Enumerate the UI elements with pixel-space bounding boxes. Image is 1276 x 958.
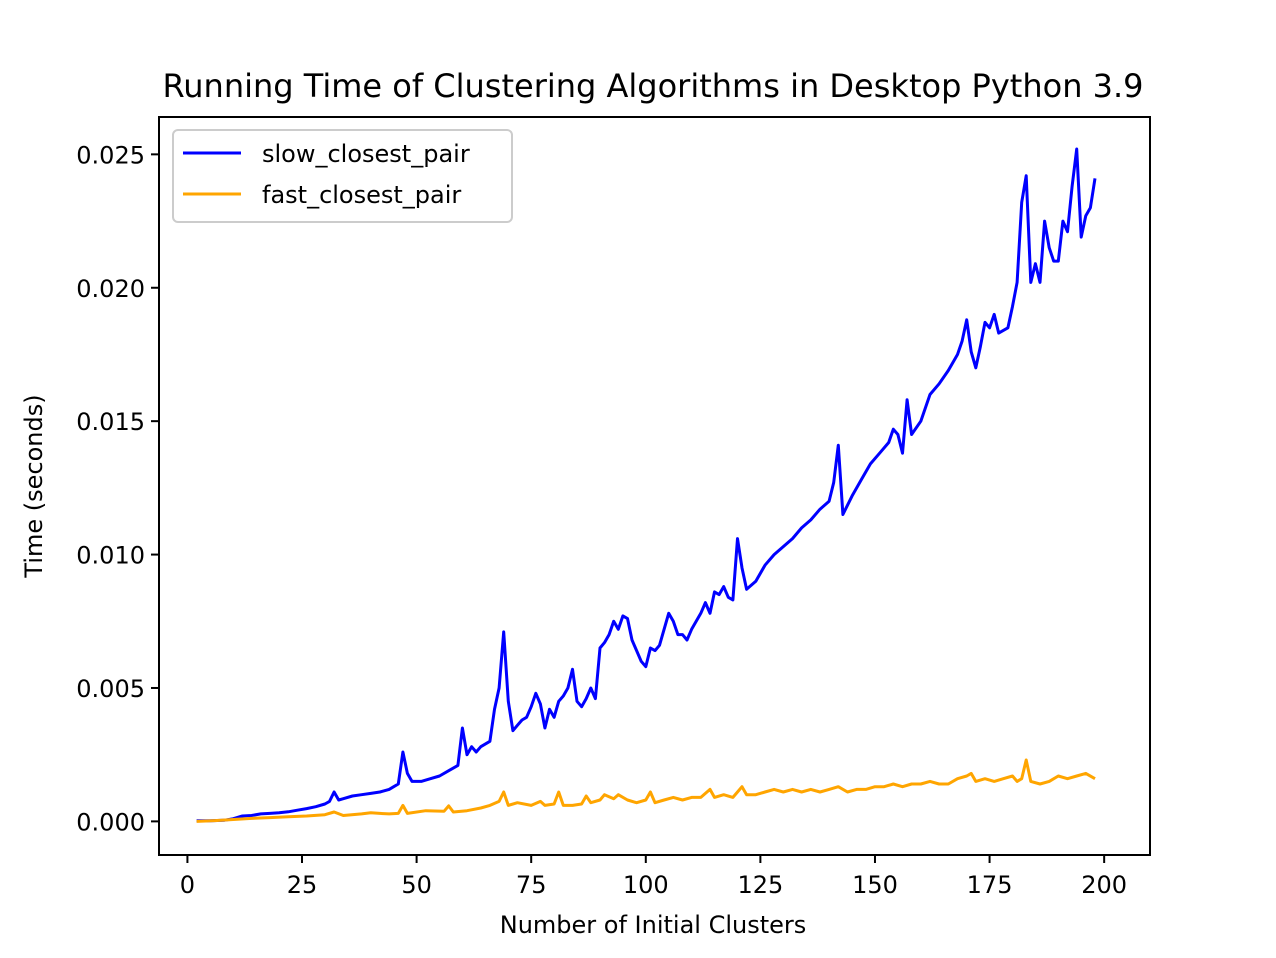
x-tick-label: 100 <box>623 871 669 899</box>
series-line-fast-closest-pair <box>196 758 1096 823</box>
y-tick-label: 0.025 <box>76 141 145 169</box>
x-tick-label: 200 <box>1081 871 1127 899</box>
plot-frame <box>158 116 1151 856</box>
legend-box <box>172 129 513 223</box>
legend-label: fast_closest_pair <box>262 181 461 209</box>
x-tick-label: 50 <box>401 871 432 899</box>
y-axis-label: Time (seconds) <box>20 394 48 578</box>
x-tick-label: 75 <box>516 871 547 899</box>
x-tick-label: 150 <box>852 871 898 899</box>
y-tick-label: 0.020 <box>76 275 145 303</box>
x-tick-label: 0 <box>180 871 195 899</box>
x-tick-label: 175 <box>967 871 1013 899</box>
series-line-slow-closest-pair <box>196 147 1097 823</box>
x-tick-label: 125 <box>737 871 783 899</box>
legend: slow_closest_pair fast_closest_pair <box>172 129 513 223</box>
y-tick-label: 0.005 <box>76 675 145 703</box>
legend-label: slow_closest_pair <box>262 140 470 168</box>
y-tick-label: 0.015 <box>76 408 145 436</box>
plot-area <box>158 116 1151 856</box>
x-axis: 0 25 50 75 100 125 150 175 200 <box>180 855 1127 899</box>
y-tick-label: 0.010 <box>76 542 145 570</box>
x-axis-label: Number of Initial Clusters <box>500 911 807 939</box>
chart-title: Running Time of Clustering Algorithms in… <box>162 67 1143 105</box>
y-axis: 0.000 0.005 0.010 0.015 0.020 0.025 <box>76 141 159 836</box>
y-tick-label: 0.000 <box>76 808 145 836</box>
x-tick-label: 25 <box>287 871 318 899</box>
